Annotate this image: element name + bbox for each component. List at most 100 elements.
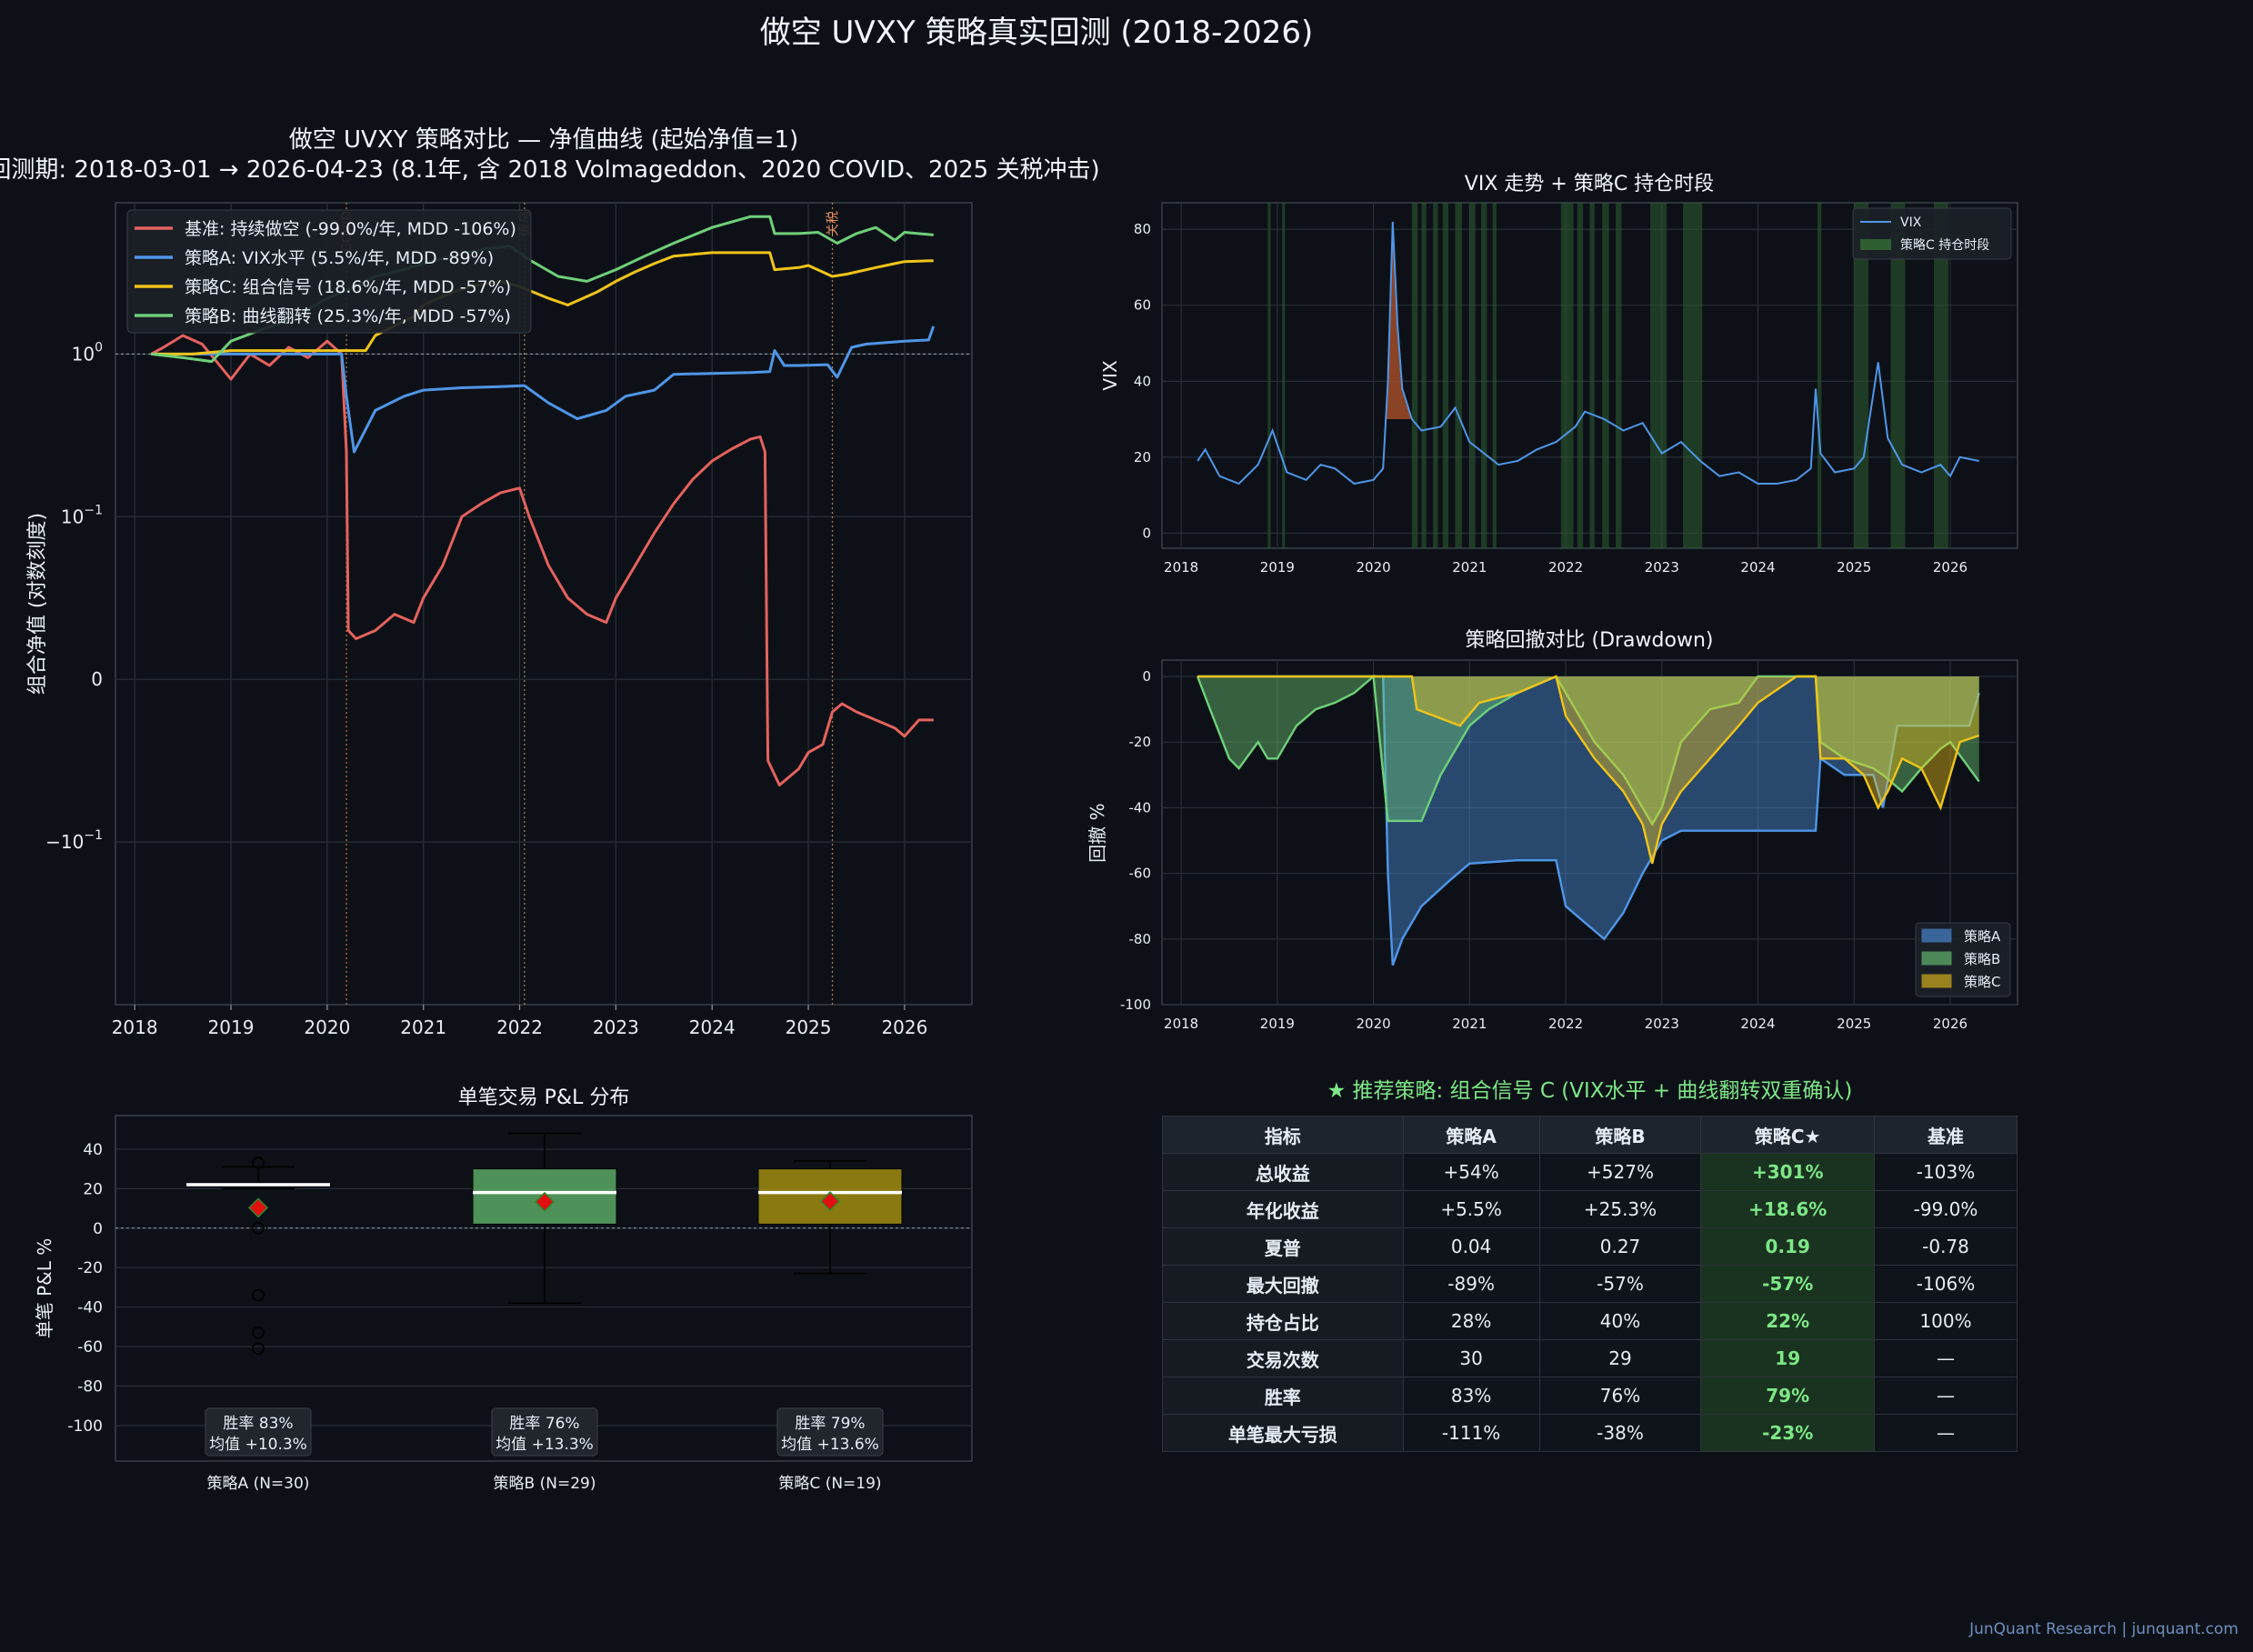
table-row-header: 总收益	[1162, 1153, 1404, 1191]
vix-line	[1197, 221, 1979, 486]
table-cell: -23%	[1700, 1414, 1876, 1452]
dd-y-tick-label: -60	[1129, 866, 1152, 882]
table-cell: -106%	[1874, 1265, 2018, 1303]
dd-legend-label: 策略A	[1964, 928, 2001, 945]
table-cell: 28%	[1402, 1302, 1540, 1340]
nav-plot-area	[115, 202, 973, 1006]
table-cell: +301%	[1700, 1153, 1876, 1191]
dd-area	[1197, 676, 1979, 966]
event-label: 关税	[826, 211, 841, 236]
table-row-header: 年化收益	[1162, 1190, 1404, 1228]
nav-x-tick-label: 2025	[786, 1016, 832, 1038]
table-cell: +5.5%	[1402, 1190, 1540, 1228]
table-cell: -89%	[1402, 1265, 1540, 1303]
vix-y-tick-label: 40	[1134, 373, 1151, 389]
table-cell: 40%	[1538, 1302, 1702, 1340]
hold-period-shade	[1421, 203, 1427, 548]
table-cell: 0.27	[1538, 1227, 1702, 1266]
table-cell: +527%	[1538, 1153, 1702, 1191]
pnl-x-tick-label: 策略C (N=19)	[778, 1475, 881, 1493]
pnl-x-tick-label: 策略A (N=30)	[207, 1475, 310, 1493]
pnl-chart: 单笔交易 P&L 分布 胜率 83% 均值 +10.3% 胜率 76% 均值 +13.…	[34, 1086, 973, 1493]
pnl-y-tick-label: -80	[77, 1377, 103, 1396]
hold-period-shade	[1577, 203, 1584, 548]
table-cell: 29	[1538, 1339, 1702, 1377]
pnl-mean-marker	[534, 1191, 556, 1212]
vix-x-tick-label: 2025	[1837, 559, 1871, 576]
table-row-header: 胜率	[1162, 1377, 1404, 1415]
pnl-outlier	[252, 1288, 265, 1302]
vix-x-tick-label: 2024	[1740, 559, 1775, 576]
table-header-cell: 策略B	[1538, 1116, 1702, 1154]
hold-period-shade	[1683, 203, 1703, 548]
nav-legend-box	[126, 209, 532, 334]
table-cell: 19	[1700, 1339, 1876, 1377]
drawdown-y-axis-label: 回撤 %	[1086, 803, 1108, 862]
pnl-mean-label: 均值 +13.6%	[781, 1436, 879, 1454]
nav-legend-label: 策略C: 组合信号 (18.6%/年, MDD -57%)	[185, 277, 511, 297]
dd-line	[1197, 675, 1980, 966]
dd-legend-label: 策略C	[1964, 974, 2000, 990]
hold-period-shade	[1560, 203, 1574, 548]
table-cell: 76%	[1538, 1377, 1702, 1415]
pnl-outlier	[252, 1156, 265, 1170]
pnl-y-tick-label: 40	[83, 1141, 103, 1159]
nav-chart-title: 做空 UVXY 策略对比 — 净值曲线 (起始净值=1)	[289, 126, 798, 154]
table-header-cell: 策略A	[1402, 1116, 1540, 1154]
dd-y-tick-label: -100	[1120, 996, 1151, 1013]
vix-x-tick-label: 2022	[1548, 559, 1583, 576]
pnl-annotation-box	[491, 1407, 598, 1457]
nav-series-line	[151, 325, 936, 454]
vix-x-tick-label: 2018	[1164, 559, 1198, 576]
pnl-mean-label: 均值 +13.3%	[496, 1436, 594, 1454]
table-cell: —	[1874, 1414, 2018, 1452]
pnl-y-tick-label: -20	[77, 1259, 103, 1277]
hold-period-shade	[1267, 203, 1271, 548]
page-title: 做空 UVXY 策略真实回测 (2018-2026)	[759, 15, 1314, 51]
nav-x-tick-label: 2018	[112, 1016, 158, 1038]
vix-chart: VIX 走势 + 策略C 持仓时段 VIX 策略C 持仓时段 2018 2019 20…	[1099, 173, 2018, 576]
hold-period-shade	[1455, 203, 1462, 548]
pnl-mean-label: 均值 +10.3%	[209, 1436, 307, 1454]
nav-chart-subtitle: 回测期: 2018-03-01 → 2026-04-23 (8.1年, 含 20…	[0, 156, 1100, 184]
hold-period-shade	[1442, 203, 1449, 548]
table-cell: 30	[1402, 1339, 1540, 1377]
hold-period-shade	[1481, 203, 1487, 548]
nav-y-tick-label: −10−1	[45, 828, 103, 853]
dd-y-tick-label: -20	[1129, 734, 1152, 750]
nav-series-line	[151, 251, 934, 355]
pnl-outlier	[252, 1221, 265, 1235]
dd-x-tick-label: 2023	[1645, 1016, 1679, 1032]
table-row-header: 持仓占比	[1162, 1302, 1404, 1340]
table-row: 胜率 83% 76% 79% —	[1162, 1377, 2018, 1415]
dd-x-tick-label: 2022	[1548, 1016, 1583, 1032]
table-cell: 0.19	[1700, 1227, 1876, 1266]
table-cell: 79%	[1700, 1377, 1876, 1415]
dd-x-tick-label: 2024	[1740, 1016, 1775, 1032]
table-header-cell: 指标	[1162, 1116, 1404, 1154]
pnl-y-axis-label: 单笔 P&L %	[34, 1238, 55, 1339]
table-cell: +25.3%	[1538, 1190, 1702, 1228]
vix-legend-label: 策略C 持仓时段	[1900, 237, 1989, 253]
pnl-annotation-box	[205, 1407, 312, 1457]
pnl-mean-marker	[247, 1197, 269, 1218]
dd-x-tick-label: 2026	[1933, 1016, 1968, 1032]
hold-period-shade	[1411, 203, 1418, 548]
hold-period-shade	[1282, 203, 1286, 548]
pnl-x-tick-label: 策略B (N=29)	[494, 1475, 596, 1493]
nav-y-axis-label: 组合净值 (对数刻度)	[26, 513, 49, 695]
pnl-y-tick-label: -100	[67, 1417, 103, 1436]
hold-period-shade	[1469, 203, 1476, 548]
nav-y-tick-label: 100	[72, 340, 103, 365]
nav-x-tick-label: 2022	[496, 1016, 543, 1038]
nav-y-tick-label: 10−1	[61, 503, 103, 527]
table-cell: +18.6%	[1700, 1190, 1876, 1228]
drawdown-chart-title: 策略回撤对比 (Drawdown)	[1466, 629, 1714, 652]
vix-legend-label: VIX	[1900, 215, 1922, 230]
hold-period-shade	[1616, 203, 1622, 548]
dd-y-tick-label: -80	[1129, 931, 1152, 947]
vix-x-tick-label: 2021	[1452, 559, 1487, 576]
pnl-y-tick-label: -60	[77, 1338, 103, 1357]
table-cell: -0.78	[1874, 1227, 2018, 1266]
